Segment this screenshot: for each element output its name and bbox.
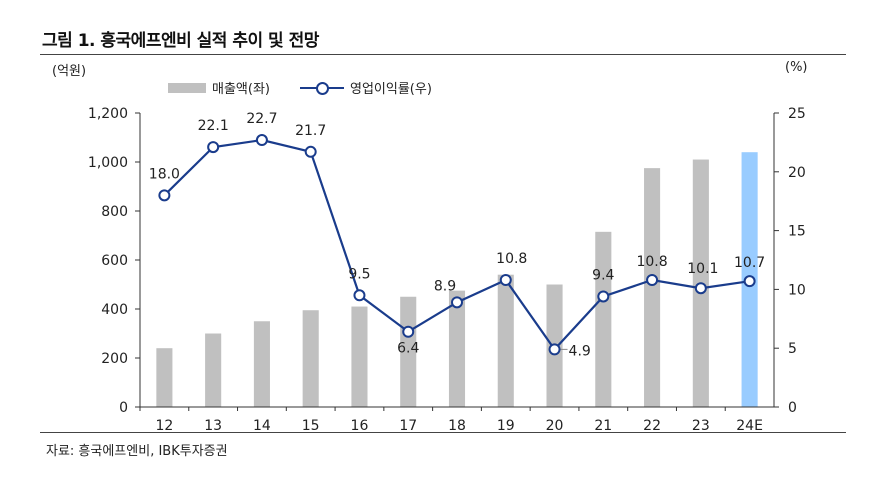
line-point (743, 275, 756, 288)
bar (205, 333, 222, 407)
legend-line-label: 영업이익률(우) (349, 82, 432, 97)
x-tick-label: 24E (736, 418, 763, 434)
x-tick-label: 17 (399, 418, 417, 434)
y-left-tick-label: 800 (101, 204, 128, 220)
x-tick-label: 20 (546, 418, 564, 434)
x-tick-label: 21 (594, 418, 612, 434)
line-point (646, 273, 659, 286)
bar (253, 321, 270, 407)
y-right-tick-label: 0 (788, 400, 797, 416)
x-tick-label: 15 (302, 418, 320, 434)
x-tick-label: 13 (204, 418, 222, 434)
data-label: 4.9 (569, 343, 591, 359)
bottom-rule (40, 432, 846, 433)
x-tick-label: 19 (497, 418, 515, 434)
bar (644, 168, 661, 407)
bar (302, 310, 319, 407)
data-label: 9.4 (592, 267, 614, 283)
y-left-tick-label: 0 (119, 400, 128, 416)
left-axis-unit: (억원) (52, 64, 87, 79)
y-right-tick-label: 10 (788, 282, 806, 298)
data-label: 22.1 (198, 118, 229, 134)
legend-bar-label: 매출액(좌) (212, 82, 270, 97)
y-left-tick-label: 1,000 (88, 155, 128, 171)
chart-legend: 매출액(좌) 영업이익률(우) (168, 78, 432, 97)
line-point (255, 134, 268, 147)
line-point (597, 290, 610, 303)
legend-bar-swatch (168, 82, 206, 93)
bar (400, 296, 417, 407)
data-label: 10.1 (687, 261, 718, 277)
top-rule (40, 54, 846, 55)
bar (156, 348, 173, 407)
right-axis-unit: (%) (785, 60, 808, 75)
y-right-tick-label: 5 (788, 341, 797, 357)
bar (497, 274, 514, 407)
y-left-tick-label: 400 (101, 302, 128, 318)
data-label: 10.8 (636, 254, 667, 270)
x-tick-label: 14 (253, 418, 271, 434)
x-tick-label: 18 (448, 418, 466, 434)
legend-line-swatch (299, 81, 344, 95)
line-point (353, 289, 366, 302)
y-right-tick-label: 25 (788, 106, 806, 122)
line-point (499, 273, 512, 286)
data-label: 21.7 (295, 123, 326, 139)
data-label: 10.8 (496, 251, 527, 267)
figure-title: 그림 1. 흥국에프엔비 실적 추이 및 전망 (42, 31, 319, 51)
data-label: 9.5 (348, 266, 370, 282)
line-point (158, 189, 171, 202)
bar (351, 306, 368, 407)
line-point (548, 343, 561, 356)
data-label: 6.4 (397, 341, 419, 357)
y-left-tick-label: 200 (101, 351, 128, 367)
source-note: 자료: 흥국에프엔비, IBK투자증권 (46, 444, 228, 459)
y-left-tick-label: 1,200 (88, 106, 128, 122)
y-right-tick-label: 20 (788, 165, 806, 181)
y-left-tick-label: 600 (101, 253, 128, 269)
x-tick-label: 23 (692, 418, 710, 434)
x-tick-label: 12 (155, 418, 173, 434)
y-right-tick-label: 15 (788, 224, 806, 240)
data-label: 8.9 (434, 278, 456, 294)
data-label: 22.7 (246, 111, 277, 127)
line-point (207, 141, 220, 154)
line-point (304, 145, 317, 158)
data-label: 18.0 (149, 166, 180, 182)
line-point (694, 282, 707, 295)
line-point (402, 325, 415, 338)
bar (448, 290, 466, 407)
bar (595, 231, 612, 407)
line-point (451, 296, 463, 309)
x-tick-label: 16 (351, 418, 369, 434)
x-tick-label: 22 (643, 418, 661, 434)
data-label: 10.7 (734, 255, 765, 271)
